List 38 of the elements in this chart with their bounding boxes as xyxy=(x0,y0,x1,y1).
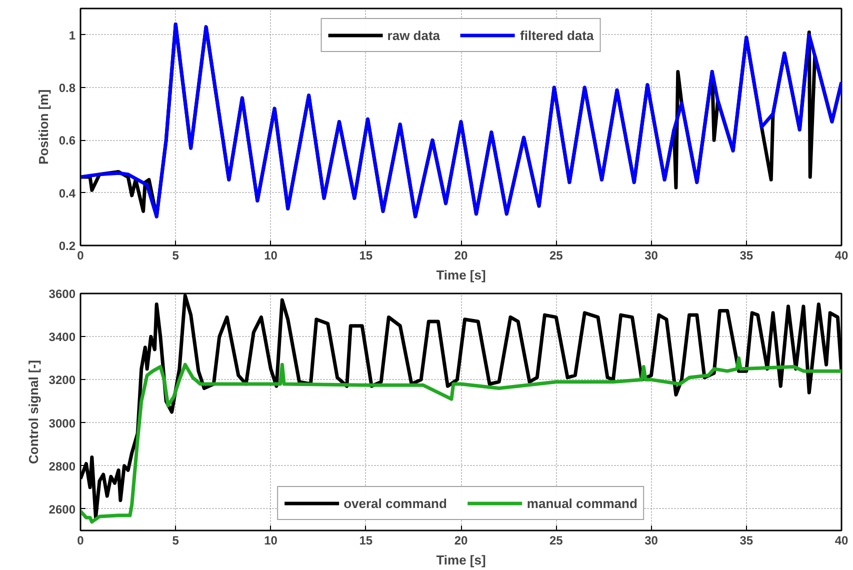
x-tick-label: 15 xyxy=(359,534,373,548)
y-tick-label: 2800 xyxy=(48,459,76,474)
x-tick-label: 5 xyxy=(172,534,180,548)
y-axis-title: Position [m] xyxy=(36,89,51,165)
y-tick-label: 3200 xyxy=(48,373,76,388)
y-axis-title: Control signal [-] xyxy=(26,360,41,464)
x-tick-label: 30 xyxy=(644,534,658,548)
x-tick-label: 20 xyxy=(454,248,468,262)
x-tick-label: 40 xyxy=(834,248,848,262)
y-tick-label: 3600 xyxy=(48,287,76,301)
legend-label: raw data xyxy=(387,28,440,42)
x-tick-label: 5 xyxy=(172,248,180,262)
y-tick-label: 3400 xyxy=(48,330,76,344)
x-axis-title: Time [s] xyxy=(436,268,486,282)
y-tick-label: 0.6 xyxy=(58,134,76,148)
x-tick-label: 25 xyxy=(549,534,564,548)
x-tick-label: 0 xyxy=(77,534,84,548)
x-tick-label: 10 xyxy=(264,248,278,262)
x-tick-label: 20 xyxy=(454,534,468,548)
x-tick-label: 35 xyxy=(740,248,754,262)
x-tick-label: 35 xyxy=(740,534,754,548)
y-tick-label: 1 xyxy=(68,28,76,42)
x-tick-label: 40 xyxy=(834,534,848,548)
x-tick-label: 0 xyxy=(77,248,84,262)
legend-label: filtered data xyxy=(520,28,594,42)
y-tick-label: 2600 xyxy=(48,502,76,516)
legend-label: manual command xyxy=(526,496,638,510)
x-tick-label: 15 xyxy=(359,248,373,262)
y-tick-label: 0.2 xyxy=(58,239,76,253)
x-tick-label: 30 xyxy=(644,248,658,262)
line-series xyxy=(80,356,842,524)
x-tick-label: 25 xyxy=(549,248,564,262)
y-tick-label: 3000 xyxy=(48,416,76,430)
y-tick-label: 0.4 xyxy=(58,186,76,200)
y-tick-label: 0.8 xyxy=(58,81,76,95)
legend-label: overal command xyxy=(344,496,447,510)
x-axis-title: Time [s] xyxy=(436,552,486,568)
x-tick-label: 10 xyxy=(264,534,278,548)
